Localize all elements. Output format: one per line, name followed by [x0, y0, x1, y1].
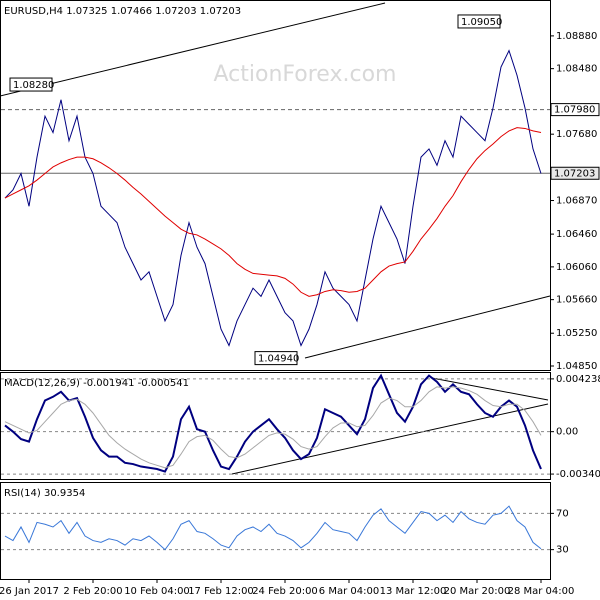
y-tick-label: 1.06460 [556, 229, 597, 240]
watermark: ActionForex.com [214, 62, 397, 87]
annotation-label: 1.09050 [461, 17, 502, 28]
price-panel [0, 0, 551, 371]
y-tick-label: 30 [556, 545, 569, 556]
series-line [4, 505, 542, 551]
level-label: 1.07980 [554, 105, 595, 116]
x-tick-label: 24 Feb 20:00 [252, 586, 318, 597]
annotation-label: 1.04940 [258, 354, 299, 365]
x-tick-label: 6 Mar 04:00 [319, 586, 379, 597]
x-tick-label: 17 Feb 12:00 [188, 586, 254, 597]
y-tick-label: 1.04850 [556, 361, 597, 372]
y-tick-label: 1.05250 [556, 328, 597, 339]
annotation-box [457, 14, 501, 29]
x-tick-label: 26 Jan 2017 [0, 586, 59, 597]
level-label-box [550, 166, 600, 180]
y-tick-label: 1.05660 [556, 295, 597, 306]
rsi-panel [0, 482, 551, 580]
x-tick-label: 20 Mar 20:00 [444, 586, 511, 597]
y-tick-label: 1.08880 [556, 31, 597, 42]
panel-title: MACD(12,26,9) -0.001941 -0.000541 [4, 378, 189, 389]
trend-line [231, 403, 549, 475]
y-tick-label: 1.06060 [556, 262, 597, 273]
level-label: 1.07203 [554, 168, 595, 179]
trend-line [304, 295, 551, 359]
trend-line [431, 377, 549, 401]
x-tick-label: 28 Mar 04:00 [508, 586, 575, 597]
panel-title: RSI(14) 30.9354 [4, 488, 85, 499]
x-tick-label: 2 Feb 20:00 [63, 586, 122, 597]
y-tick-label: 0.004238 [556, 374, 600, 385]
y-tick-label: 1.08480 [556, 64, 597, 75]
x-tick-label: 13 Mar 12:00 [380, 586, 447, 597]
x-tick-label: 10 Feb 04:00 [124, 586, 190, 597]
y-tick-label: -0.003404 [556, 469, 600, 480]
y-tick-label: 1.07680 [556, 129, 597, 140]
annotation-label: 1.08280 [13, 80, 54, 91]
y-tick-label: 70 [556, 508, 569, 519]
series-line [4, 127, 542, 297]
macd-panel [0, 372, 551, 480]
level-label-box [550, 103, 600, 117]
series-line [4, 373, 542, 473]
panel-title: EURUSD,H4 1.07325 1.07466 1.07203 1.0720… [4, 6, 241, 17]
trend-line [0, 2, 386, 97]
series-line [4, 49, 542, 347]
y-tick-label: 0.00 [556, 427, 578, 438]
y-tick-label: 1.06870 [556, 196, 597, 207]
annotation-box [254, 351, 298, 366]
series-line [4, 386, 542, 469]
annotation-box [9, 77, 53, 92]
